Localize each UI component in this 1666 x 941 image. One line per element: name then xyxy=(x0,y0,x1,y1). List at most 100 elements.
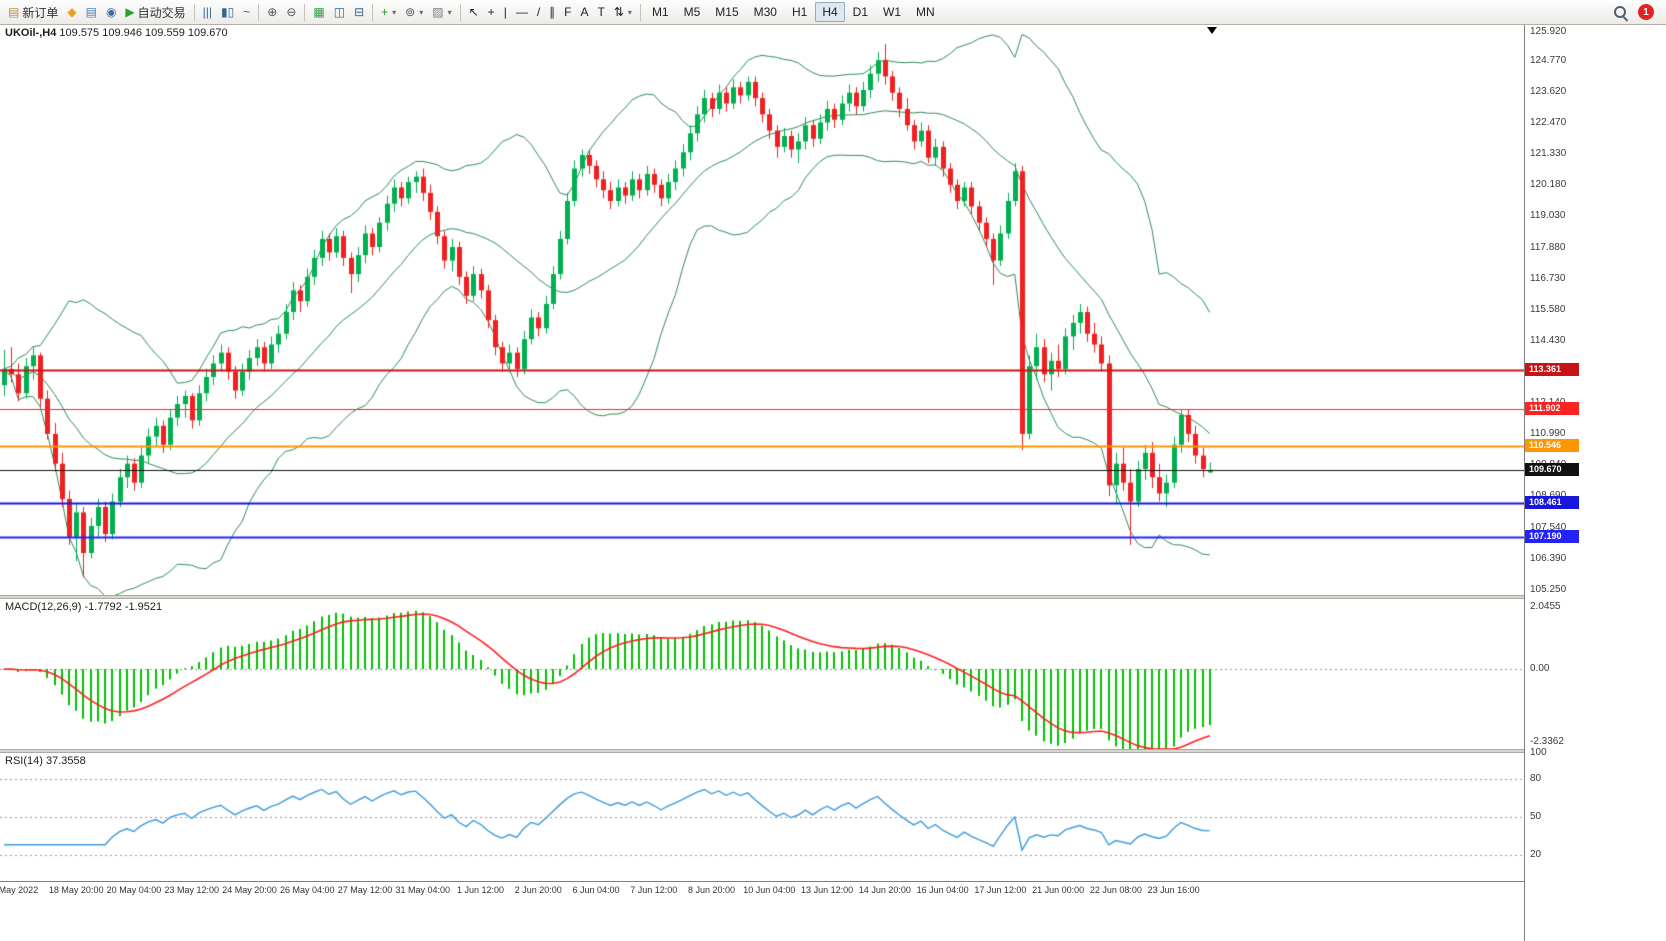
timeframe-h4[interactable]: H4 xyxy=(815,2,845,22)
horizontal-line-button[interactable]: — xyxy=(512,2,532,22)
price-tick: 110.990 xyxy=(1530,428,1566,440)
arrange-vertical-button[interactable]: ◫ xyxy=(330,2,349,22)
toolbar-separator xyxy=(372,3,374,21)
macd-name: MACD(12,26,9) xyxy=(5,601,82,613)
timeframe-d1[interactable]: D1 xyxy=(846,2,875,22)
pivot-line-tag: 110.546 xyxy=(1525,439,1579,453)
time-label: 26 May 04:00 xyxy=(279,885,335,895)
toolbar: ▤ 新订单 ◆ ▤ ◉ ▶ 自动交易 ||| ▮▯ ~ ⊕ ⊖ ▦ ◫ ⊟ + ▾ ⊚ ▾ ▨ ▾ ↖ + | — / ∥ F A T ⇅ ▾… xyxy=(0,0,1666,25)
cursor-button[interactable]: ↖ xyxy=(465,2,483,22)
timeframe-mn-label: MN xyxy=(916,5,935,19)
timeframe-m30[interactable]: M30 xyxy=(747,2,784,22)
time-label: 18 May 20:00 xyxy=(48,885,104,895)
time-label: 22 Jun 08:00 xyxy=(1089,885,1142,895)
timeframe-m15[interactable]: M15 xyxy=(708,2,745,22)
macd-axis-min: -2.3362 xyxy=(1530,736,1564,747)
channel-button-icon: ∥ xyxy=(549,5,556,19)
fibonacci-button-icon: F xyxy=(564,5,572,19)
crosshair-button[interactable]: + xyxy=(484,2,499,22)
zoom-in-button[interactable]: ⊕ xyxy=(263,2,281,22)
time-label: 10 Jun 04:00 xyxy=(743,885,796,895)
auto-trading-button[interactable]: ▶ 自动交易 xyxy=(121,2,189,22)
text-button[interactable]: A xyxy=(577,2,593,22)
toolbar-separator xyxy=(304,3,306,21)
timeframe-w1[interactable]: W1 xyxy=(876,2,908,22)
indicators-button[interactable]: + ▾ xyxy=(377,2,400,22)
vertical-line-button-icon: | xyxy=(503,5,507,19)
price-tick: 117.880 xyxy=(1530,241,1566,253)
splitter-main-macd[interactable] xyxy=(0,595,1524,599)
price-tick: 119.030 xyxy=(1530,210,1566,222)
arrows-button-icon: ⇅ xyxy=(613,5,624,19)
depth-of-market-icon[interactable]: ▤ xyxy=(82,2,101,22)
chart-shift-marker[interactable] xyxy=(1207,27,1217,34)
fibonacci-button[interactable]: F xyxy=(560,2,575,22)
rsi-axis-label: 80 xyxy=(1530,772,1542,784)
chart-panels: UKOil-,H4 109.575 109.946 109.559 109.67… xyxy=(0,25,1524,941)
timeframe-m30-label: M30 xyxy=(753,5,777,19)
vertical-line-button[interactable]: | xyxy=(500,2,511,22)
tile-windows-button[interactable]: ▦ xyxy=(309,2,328,22)
chevron-down-icon: ▾ xyxy=(392,7,397,17)
trendline-button[interactable]: / xyxy=(533,2,544,22)
cursor-button-icon: ↖ xyxy=(468,5,479,19)
line-chart-button[interactable]: ~ xyxy=(239,2,254,22)
price-tick: 122.470 xyxy=(1530,117,1567,129)
rsi-axis-label: 20 xyxy=(1530,849,1542,861)
chevron-down-icon: ▾ xyxy=(627,7,632,17)
timeframe-m15-label: M15 xyxy=(715,5,739,19)
resistance-line-1-tag: 113.361 xyxy=(1525,362,1579,376)
price-tick: 120.180 xyxy=(1530,179,1567,191)
zoom-out-button[interactable]: ⊖ xyxy=(282,2,300,22)
toolbar-separator xyxy=(193,3,195,21)
bar-chart-button[interactable]: ||| xyxy=(199,2,216,22)
channel-button[interactable]: ∥ xyxy=(545,2,559,22)
chevron-down-icon: ▾ xyxy=(419,7,424,17)
templates-button[interactable]: ▨ ▾ xyxy=(428,2,455,22)
time-axis[interactable]: May 2022 18 May 20:00 20 May 04:00 23 May 1… xyxy=(0,881,1524,900)
crosshair-button-icon: + xyxy=(487,5,495,19)
candlestick-chart-button[interactable]: ▮▯ xyxy=(217,2,238,22)
arrange-horizontal-button[interactable]: ⊟ xyxy=(350,2,368,22)
price-tick: 114.430 xyxy=(1530,335,1566,346)
text-label-button[interactable]: T xyxy=(594,2,609,22)
bar-chart-button-icon: ||| xyxy=(202,5,213,19)
main-chart-canvas[interactable] xyxy=(0,25,1524,595)
new-order-button[interactable]: ▤ 新订单 xyxy=(4,2,62,22)
news-icon[interactable]: ◉ xyxy=(102,2,120,22)
timeframe-m1[interactable]: M1 xyxy=(645,2,676,22)
timeframe-h1[interactable]: H1 xyxy=(785,2,814,22)
macd-panel: MACD(12,26,9) -1.7792 -1.9521 xyxy=(0,599,1524,749)
chart-window: UKOil-,H4 109.575 109.946 109.559 109.67… xyxy=(0,25,1666,941)
auto-trading-button-label: 自动交易 xyxy=(137,5,186,20)
macd-canvas[interactable] xyxy=(0,599,1524,749)
time-label: 16 Jun 04:00 xyxy=(916,885,969,895)
timeframe-mn[interactable]: MN xyxy=(909,2,942,22)
templates-button-icon: ▨ xyxy=(432,5,444,19)
price-tick: 105.250 xyxy=(1530,583,1567,595)
new-order-button-icon: ▤ xyxy=(8,5,20,19)
ohlc-readout: 109.575 109.946 109.559 109.670 xyxy=(59,27,228,39)
timeframe-m5[interactable]: M5 xyxy=(677,2,708,22)
price-tick: 125.920 xyxy=(1530,26,1567,37)
rsi-panel: RSI(14) 37.3558 xyxy=(0,753,1524,881)
rsi-value: 37.3558 xyxy=(45,755,86,767)
price-axis[interactable]: 125.920 124.770 123.620 122.470 121.330 120.1… xyxy=(1524,25,1666,941)
price-tick: 116.730 xyxy=(1530,272,1566,284)
time-label: 23 May 12:00 xyxy=(164,885,219,895)
arrows-button[interactable]: ⇅ ▾ xyxy=(610,2,636,22)
mql-community-icon[interactable]: ◆ xyxy=(63,2,80,22)
periods-button-icon: ⊚ xyxy=(405,5,416,19)
timeframe-w1-label: W1 xyxy=(883,5,901,19)
search-icon[interactable] xyxy=(1613,5,1628,20)
zoom-in-button-icon: ⊕ xyxy=(267,5,278,19)
rsi-canvas[interactable] xyxy=(0,753,1524,881)
notification-badge[interactable]: 1 xyxy=(1638,4,1654,20)
periods-button[interactable]: ⊚ ▾ xyxy=(401,2,427,22)
text-label-button-icon: T xyxy=(597,5,605,19)
line-chart-button-icon: ~ xyxy=(243,5,251,19)
splitter-macd-rsi[interactable] xyxy=(0,749,1524,753)
macd-values: -1.7792 -1.9521 xyxy=(84,601,163,613)
rsi-axis-label: 100 xyxy=(1530,747,1547,758)
